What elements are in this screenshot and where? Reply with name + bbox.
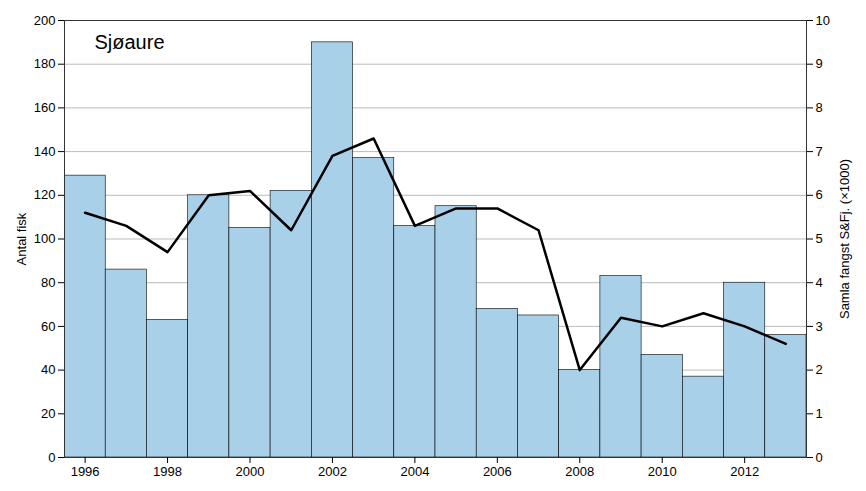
svg-text:200: 200 [34,13,56,28]
svg-text:2012: 2012 [730,464,759,479]
svg-text:1996: 1996 [71,464,100,479]
svg-text:60: 60 [41,319,55,334]
svg-text:2004: 2004 [400,464,429,479]
svg-text:4: 4 [816,275,823,290]
svg-text:1998: 1998 [153,464,182,479]
svg-text:2: 2 [816,362,823,377]
svg-text:100: 100 [34,231,56,246]
svg-text:Samla fangst S&Fj. (×1000): Samla fangst S&Fj. (×1000) [837,159,852,319]
svg-text:80: 80 [41,275,55,290]
svg-text:7: 7 [816,144,823,159]
svg-text:0: 0 [816,450,823,465]
svg-text:Sjøaure: Sjøaure [95,31,165,53]
svg-text:0: 0 [48,450,55,465]
svg-text:2000: 2000 [236,464,265,479]
svg-text:6: 6 [816,187,823,202]
svg-text:2006: 2006 [483,464,512,479]
svg-text:20: 20 [41,406,55,421]
svg-text:5: 5 [816,231,823,246]
svg-text:2010: 2010 [648,464,677,479]
svg-text:160: 160 [34,100,56,115]
svg-text:8: 8 [816,100,823,115]
svg-text:180: 180 [34,56,56,71]
svg-text:40: 40 [41,362,55,377]
svg-text:Antal fisk: Antal fisk [14,212,29,265]
svg-text:2002: 2002 [318,464,347,479]
svg-text:9: 9 [816,56,823,71]
svg-text:1: 1 [816,406,823,421]
svg-text:120: 120 [34,187,56,202]
svg-text:2008: 2008 [565,464,594,479]
svg-text:140: 140 [34,144,56,159]
svg-text:3: 3 [816,319,823,334]
svg-text:10: 10 [816,13,830,28]
